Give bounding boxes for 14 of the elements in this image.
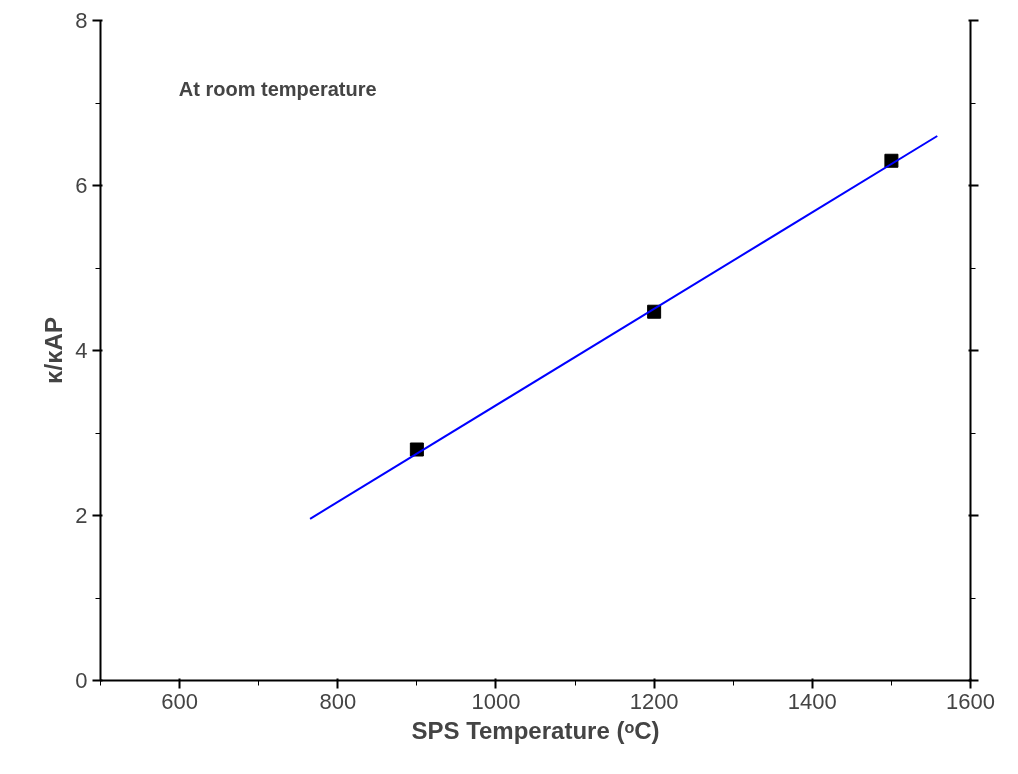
y-axis-title: κ/κAP [40, 317, 68, 384]
y-tick-label: 0 [75, 668, 88, 693]
x-tick-label: 1400 [787, 688, 837, 714]
y-tick-label: 2 [75, 503, 88, 528]
x-axis-title: SPS Temperature (ᵒC) [411, 716, 660, 744]
x-tick-label: 1600 [946, 688, 995, 714]
y-tick-label: 6 [75, 173, 88, 198]
x-tick-label: 800 [319, 688, 357, 714]
annotation: At room temperature [178, 77, 377, 100]
y-tick-label: 4 [75, 338, 88, 363]
x-tick-label: 600 [161, 688, 198, 714]
x-tick-label: 1200 [629, 688, 679, 714]
y-tick-label: 8 [75, 8, 88, 33]
x-tick-label: 1000 [471, 688, 521, 714]
